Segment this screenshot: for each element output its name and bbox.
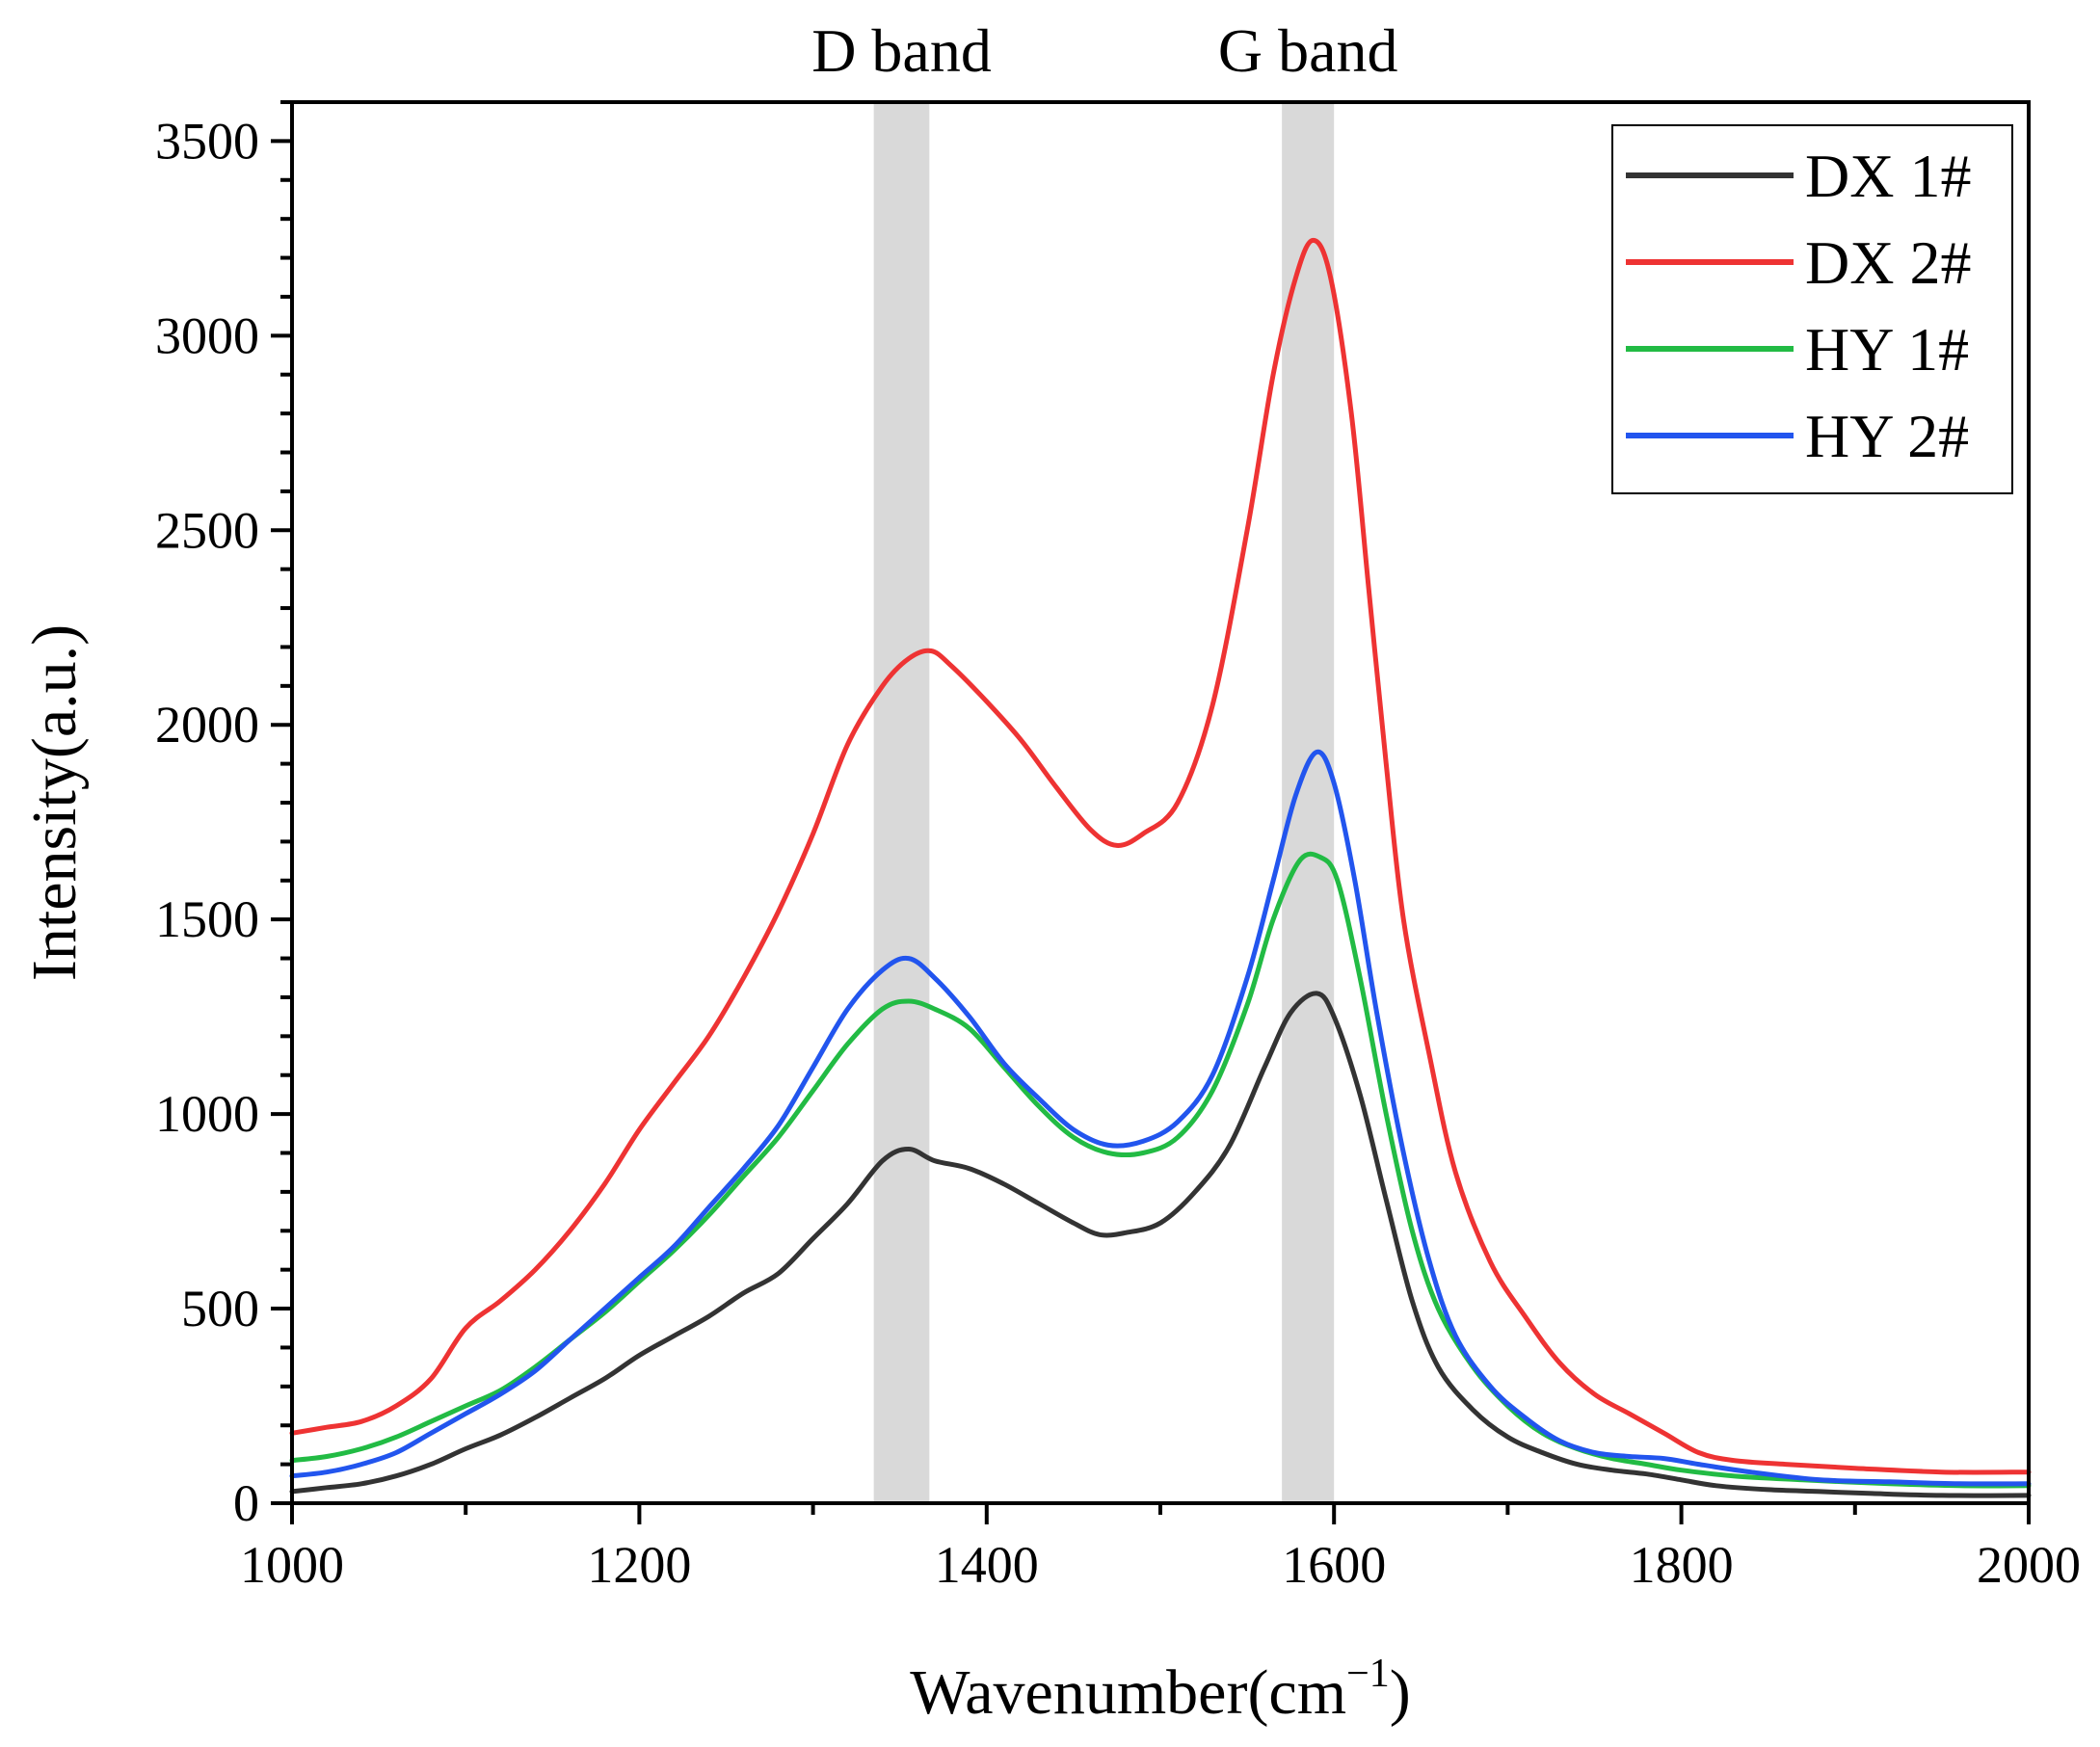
- series-layer: [289, 237, 2032, 1498]
- y-tick-label: 2000: [155, 696, 259, 754]
- legend-label: HY 1#: [1805, 315, 1969, 384]
- bands-layer: [873, 102, 1335, 1503]
- legend-label: DX 2#: [1805, 228, 1971, 297]
- series-line-dx-2-: [289, 237, 2032, 1475]
- x-tick-label: 1800: [1630, 1536, 1734, 1594]
- series-line-hy-1-: [289, 851, 2032, 1489]
- ticks-layer: 1000 1200 1400 1600 1800 2000 0 500 1000 1500 2000…: [155, 100, 2081, 1594]
- legend-box: [1611, 124, 2013, 494]
- y-tick-label: 0: [233, 1474, 259, 1532]
- band-label-1: G band: [1218, 16, 1398, 85]
- x-axis-title: Wavenumber(cm−1): [910, 1652, 1411, 1728]
- band-region-1: [1282, 102, 1335, 1503]
- band-labels: D band G band: [811, 16, 1397, 85]
- legend-label: HY 2#: [1805, 402, 1969, 470]
- band-region-0: [873, 102, 930, 1503]
- y-tick-label: 1000: [155, 1085, 259, 1143]
- y-tick-label: 2500: [155, 501, 259, 559]
- x-tick-label: 1000: [240, 1536, 344, 1594]
- x-tick-label: 1200: [587, 1536, 691, 1594]
- series-line-hy-2-: [289, 749, 2032, 1487]
- legend: DX 1# DX 2# HY 1# HY 2#: [1611, 124, 2013, 494]
- y-tick-label: 3000: [155, 306, 259, 364]
- band-label-0: D band: [811, 16, 992, 85]
- y-tick-label: 1500: [155, 890, 259, 948]
- x-tick-label: 1400: [935, 1536, 1039, 1594]
- y-tick-label: 3500: [155, 112, 259, 170]
- x-tick-label: 1600: [1282, 1536, 1386, 1594]
- x-axis-title-superscript: −1: [1346, 1652, 1390, 1696]
- x-axis-title-main: Wavenumber(cm: [910, 1657, 1346, 1728]
- x-axis-title-close: ): [1390, 1657, 1411, 1728]
- x-tick-label: 2000: [1977, 1536, 2081, 1594]
- y-tick-label: 500: [181, 1280, 259, 1337]
- series-line-dx-1-: [289, 991, 2032, 1498]
- legend-label: DX 1#: [1805, 142, 1971, 210]
- y-axis-title: Intensity(a.u.): [19, 624, 90, 981]
